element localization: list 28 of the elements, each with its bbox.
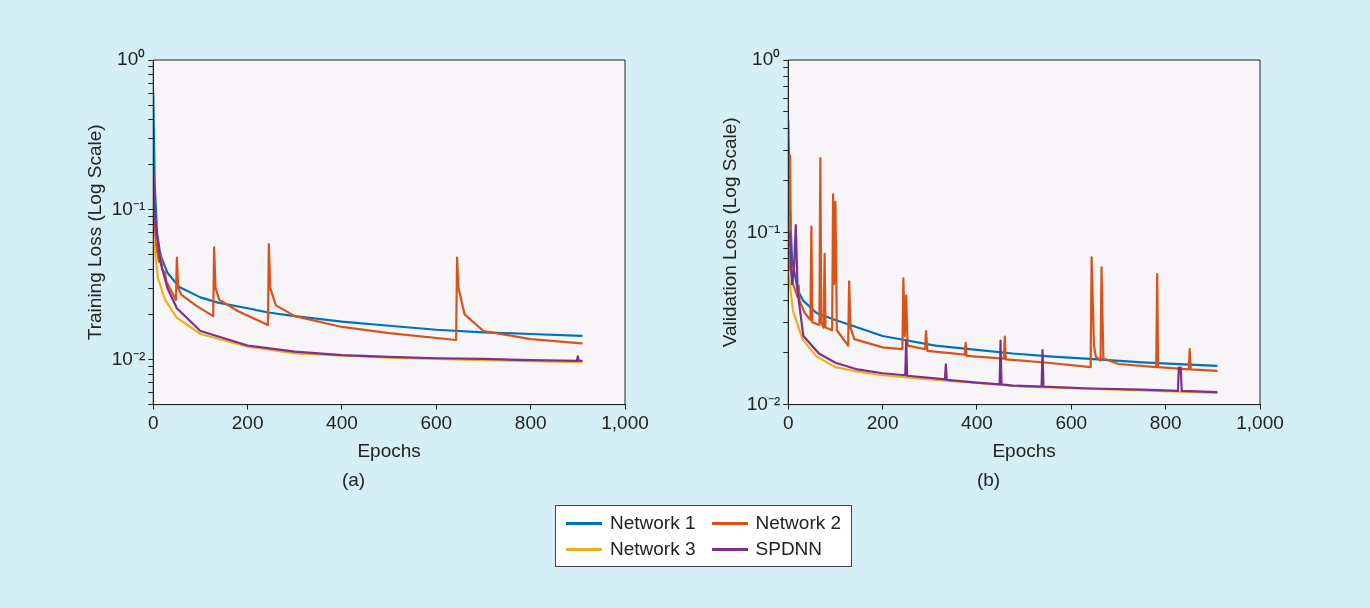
- legend-label: Network 3: [610, 538, 696, 560]
- text: (b): [976, 468, 1001, 490]
- y-tick-label: 10⁻¹: [746, 220, 781, 242]
- legend-label: Network 1: [610, 512, 696, 534]
- legend-label: Network 2: [755, 512, 842, 534]
- x-tick-label: 600: [1055, 412, 1088, 434]
- x-tick-label: 200: [231, 412, 264, 434]
- x-tick-label: 200: [866, 412, 899, 434]
- y-tick-label: 10⁻²: [111, 347, 146, 369]
- x-axis-title: Epochs: [992, 440, 1056, 462]
- x-tick-label: 600: [420, 412, 453, 434]
- x-tick-label: 800: [514, 412, 547, 434]
- y-axis-title: Training Loss (Log Scale): [83, 124, 105, 341]
- y-tick-label: 10⁻²: [746, 392, 781, 414]
- x-tick-label: 800: [1149, 412, 1182, 434]
- x-tick-label: 0: [147, 412, 159, 434]
- x-tick-label: 0: [782, 412, 794, 434]
- x-tick-label: 1,000: [1236, 412, 1284, 434]
- y-axis-title: Validation Loss (Log Scale): [718, 117, 740, 348]
- x-tick-label: 1,000: [601, 412, 649, 434]
- x-tick-label: 400: [961, 412, 993, 434]
- y-tick-label: 10⁰: [752, 48, 781, 70]
- x-tick-label: 400: [326, 412, 358, 434]
- x-axis-title: Epochs: [357, 440, 421, 462]
- y-tick-label: 10⁻¹: [111, 197, 146, 219]
- text: (a): [341, 468, 366, 490]
- y-tick-label: 10⁰: [117, 48, 146, 70]
- legend-label: SPDNN: [755, 538, 823, 560]
